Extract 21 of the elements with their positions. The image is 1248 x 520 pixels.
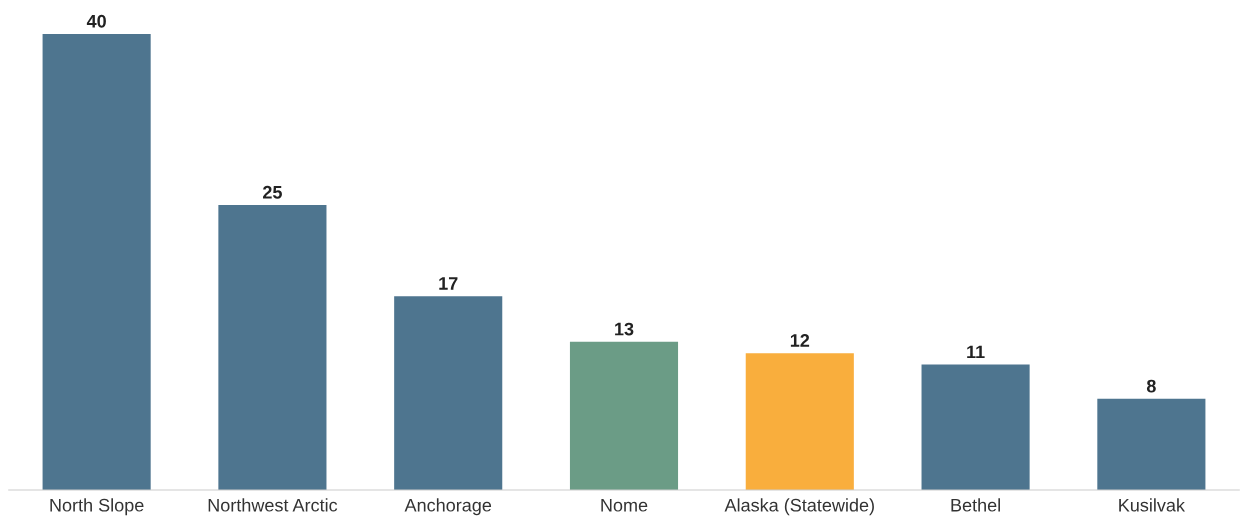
bar: [1097, 398, 1206, 490]
bar: [394, 296, 503, 490]
x-tick-label: Northwest Arctic: [208, 498, 338, 512]
data-label: 25: [263, 185, 282, 199]
data-label: 12: [790, 334, 810, 347]
x-tick-label: Anchorage: [404, 498, 492, 516]
x-tick-label: Kusilvak: [1119, 498, 1186, 512]
data-label: 17: [439, 277, 458, 290]
data-label: 13: [615, 322, 634, 336]
x-tick-label: Nome: [601, 499, 648, 512]
bar: [569, 341, 679, 490]
bar: [921, 364, 1030, 490]
x-tick-label: Alaska (Statewide): [724, 498, 874, 516]
data-label: 11: [967, 345, 985, 359]
data-label: 40: [86, 14, 106, 28]
x-tick-label: Bethel: [951, 498, 1000, 512]
bar: [218, 205, 327, 490]
data-label: 8: [1146, 379, 1156, 393]
bar: [42, 34, 151, 490]
x-tick-label: North Slope: [50, 498, 144, 516]
bar: [745, 353, 854, 490]
